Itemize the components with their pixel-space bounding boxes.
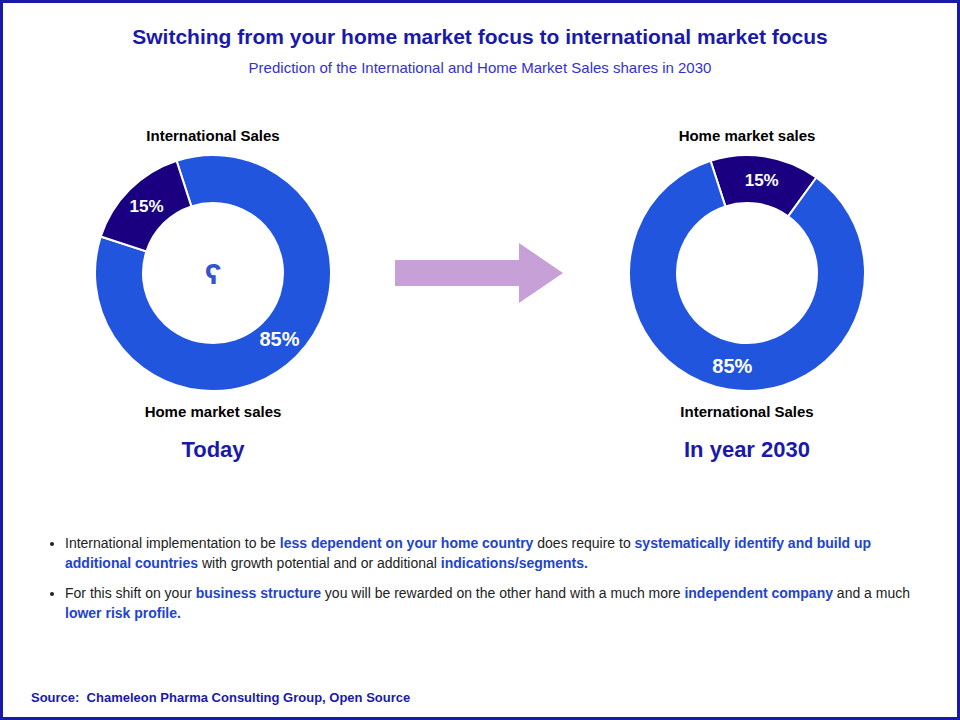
- source: Source: Chameleon Pharma Consulting Grou…: [31, 690, 410, 705]
- category-label: International Sales: [146, 127, 279, 144]
- slice: [101, 161, 192, 252]
- pie: [629, 155, 865, 391]
- pie-title: In year 2030: [684, 437, 810, 462]
- pie-area: 85% Home market sales 15% International Sal…: [3, 83, 957, 533]
- note-text: and a much: [833, 585, 910, 601]
- title: Switching from your home market focus to…: [3, 25, 957, 49]
- slice: [629, 161, 865, 391]
- category-label: International Sales: [680, 403, 813, 420]
- note: For this shift on your business structur…: [65, 583, 917, 623]
- note: International implementation to be less …: [65, 533, 917, 573]
- note-emphasis: independent company: [684, 585, 833, 601]
- note-emphasis: lower risk profile.: [65, 605, 181, 621]
- note-text: with growth potential and or additional: [198, 555, 441, 571]
- note-emphasis: indications/segments.: [441, 555, 588, 571]
- arrow: [395, 243, 563, 303]
- note-text: does require to: [533, 535, 634, 551]
- data-label: 15%: [745, 171, 779, 190]
- logo: ʕ: [205, 257, 222, 290]
- data-label: 85%: [712, 355, 752, 377]
- pie-title: Today: [181, 437, 245, 462]
- note-emphasis: business structure: [196, 585, 321, 601]
- page: Switching from your home market focus to…: [0, 0, 960, 720]
- slice: [95, 155, 331, 391]
- note-text: you will be rewarded on the other hand w…: [321, 585, 684, 601]
- data-label: 85%: [259, 328, 299, 350]
- note-text: For this shift on your: [65, 585, 196, 601]
- note-text: International implementation to be: [65, 535, 280, 551]
- subtitle: Prediction of the International and Home…: [3, 59, 957, 76]
- note-emphasis: less dependent on your home country: [280, 535, 534, 551]
- data-label: 15%: [130, 197, 164, 216]
- notes: International implementation to be less …: [43, 533, 917, 633]
- pie: [95, 155, 331, 391]
- category-label: Home market sales: [145, 403, 282, 420]
- category-label: Home market sales: [679, 127, 816, 144]
